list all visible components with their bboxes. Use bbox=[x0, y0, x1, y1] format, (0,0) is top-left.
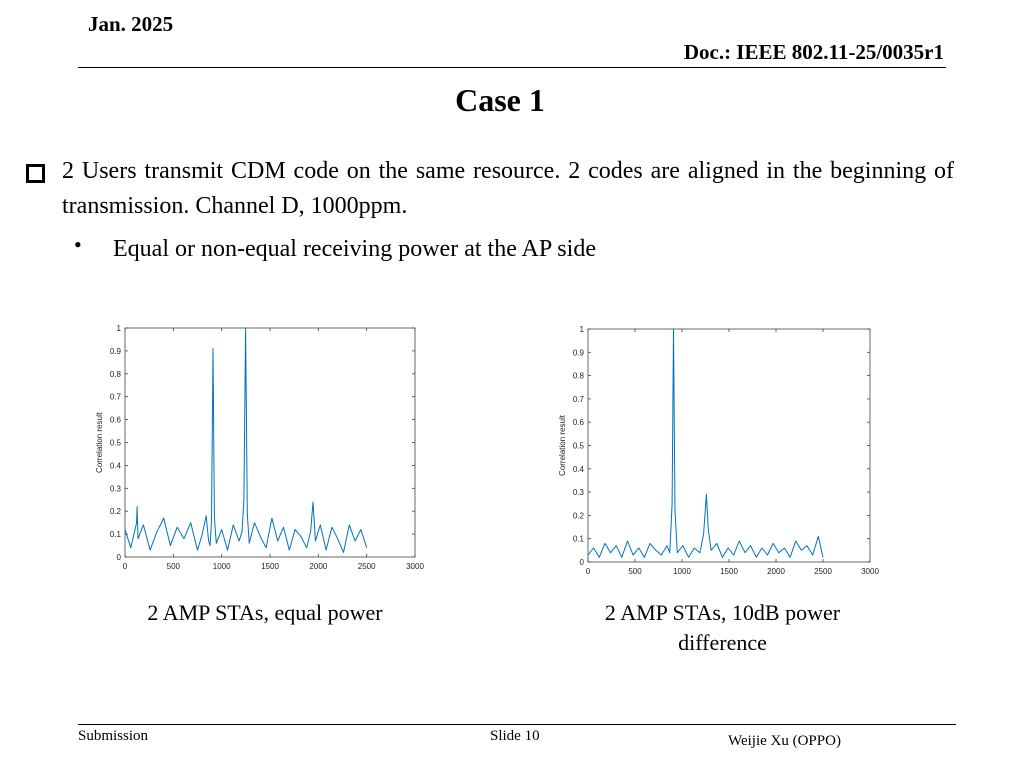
x-tick-label: 2000 bbox=[309, 562, 327, 571]
slide-title: Case 1 bbox=[455, 82, 545, 118]
x-tick-label: 500 bbox=[167, 562, 181, 571]
y-tick-label: 1 bbox=[117, 324, 122, 333]
y-tick-label: 0.5 bbox=[573, 442, 585, 451]
x-tick-label: 0 bbox=[586, 567, 591, 576]
caption-equal-power: 2 AMP STAs, equal power bbox=[147, 600, 383, 625]
y-tick-label: 0.9 bbox=[573, 348, 585, 357]
x-tick-label: 2500 bbox=[814, 567, 832, 576]
chart-10db-difference: 0 500 1000 1500 2000 2500 3000 0 0.1 0.2 0.3 0.4 0.5… bbox=[558, 325, 879, 576]
square-bullet-icon bbox=[26, 164, 45, 183]
x-tick-label: 1500 bbox=[720, 567, 738, 576]
caption-10db-difference: 2 AMP STAs, 10dB power difference bbox=[604, 600, 841, 655]
y-tick-label: 0.2 bbox=[573, 511, 585, 520]
y-tick-label: 0.5 bbox=[110, 439, 122, 448]
y-tick-label: 0.1 bbox=[110, 530, 122, 539]
y-tick-label: 0.3 bbox=[110, 484, 122, 493]
correlation-series-line bbox=[587, 328, 824, 558]
y-axis-label: Correlation result bbox=[558, 414, 567, 476]
y-tick-label: 0.7 bbox=[573, 395, 585, 404]
x-tick-label: 1000 bbox=[673, 567, 691, 576]
y-tick-label: 0.1 bbox=[573, 535, 585, 544]
y-tick-label: 0.6 bbox=[573, 418, 585, 427]
footer-submission: Submission bbox=[78, 728, 149, 744]
y-tick-label: 0.9 bbox=[110, 347, 122, 356]
sub-bullet-text: Equal or non-equal receiving power at th… bbox=[113, 236, 596, 262]
footer-divider bbox=[78, 724, 956, 725]
header-doc-id: Doc.: IEEE 802.11-25/0035r1 bbox=[683, 40, 944, 64]
x-tick-label: 3000 bbox=[406, 562, 424, 571]
y-tick-label: 0.4 bbox=[110, 461, 122, 470]
y-tick-label: 0.2 bbox=[110, 507, 122, 516]
y-tick-label: 0.3 bbox=[573, 488, 585, 497]
y-tick-label: 0.4 bbox=[573, 465, 585, 474]
correlation-series-line bbox=[124, 327, 368, 553]
y-tick-label: 0 bbox=[580, 558, 585, 567]
x-tick-label: 1500 bbox=[261, 562, 279, 571]
x-tick-label: 2500 bbox=[358, 562, 376, 571]
chart-equal-power: 0 500 1000 1500 2000 2500 3000 0 0.1 0.2 0.3 0.4 0.5… bbox=[95, 324, 424, 571]
sub-bullet-marker: • bbox=[74, 232, 82, 257]
x-tick-label: 500 bbox=[628, 567, 642, 576]
footer-author: Weijie Xu (OPPO) bbox=[728, 733, 841, 749]
y-tick-label: 0.8 bbox=[573, 372, 585, 381]
y-tick-label: 0.6 bbox=[110, 416, 122, 425]
y-tick-label: 0.8 bbox=[110, 370, 122, 379]
header-date: Jan. 2025 bbox=[88, 12, 174, 36]
x-tick-label: 2000 bbox=[767, 567, 785, 576]
plot-area bbox=[124, 327, 416, 558]
y-axis-label: Correlation result bbox=[95, 411, 104, 473]
y-tick-label: 0 bbox=[117, 553, 122, 562]
x-tick-label: 0 bbox=[123, 562, 128, 571]
main-bullet-text: 2 Users transmit CDM code on the same re… bbox=[62, 158, 954, 219]
y-tick-label: 0.7 bbox=[110, 393, 122, 402]
y-tick-label: 1 bbox=[580, 325, 585, 334]
footer-slide-number: Slide 10 bbox=[490, 728, 540, 744]
plot-area bbox=[587, 328, 871, 563]
header-divider bbox=[78, 67, 946, 68]
x-tick-label: 1000 bbox=[213, 562, 231, 571]
x-tick-label: 3000 bbox=[861, 567, 879, 576]
